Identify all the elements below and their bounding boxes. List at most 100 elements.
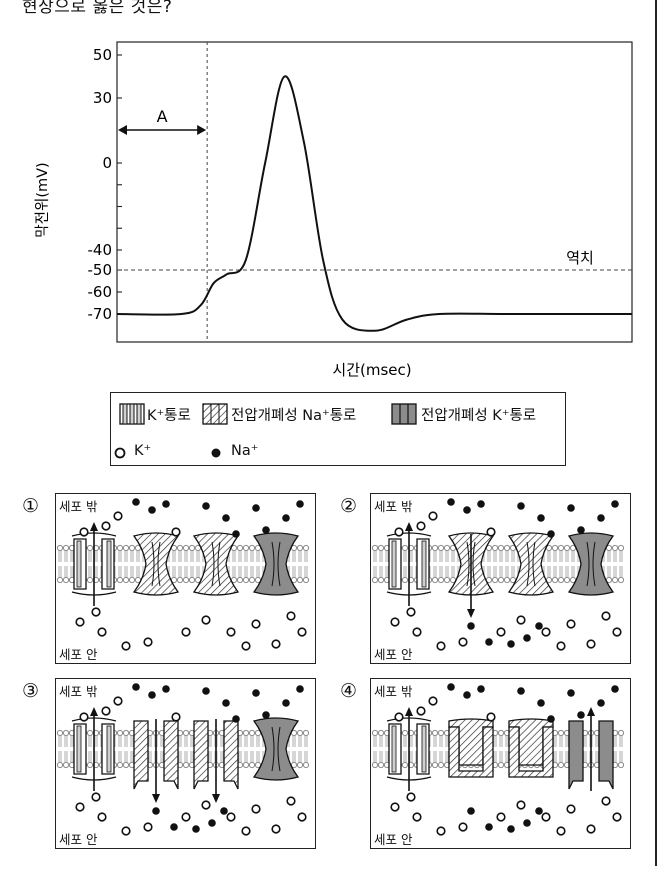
na-ion — [535, 807, 543, 815]
na-ion — [262, 526, 270, 534]
k-ion — [586, 639, 596, 649]
x-axis-label: 시간(msec) — [332, 361, 411, 379]
k-ion — [241, 641, 251, 651]
k-ion — [101, 521, 111, 531]
k-ion — [516, 800, 526, 810]
gated-k-channel-icon — [567, 532, 615, 596]
na-ion — [252, 689, 260, 697]
na-ion-icon — [211, 448, 221, 458]
k-ion — [226, 812, 236, 822]
na-ion — [162, 685, 170, 693]
na-ion — [467, 807, 475, 815]
na-ion — [463, 691, 471, 699]
na-ion — [537, 514, 545, 522]
y-axis-ticks: 50 30 0 -40 -50 -60 -70 — [88, 46, 122, 323]
na-ion — [252, 504, 260, 512]
na-ion — [477, 500, 485, 508]
outside-label: 세포 밖 — [374, 684, 413, 699]
na-ion — [262, 711, 270, 719]
option-number-3[interactable]: ③ — [22, 680, 40, 702]
k-channel-icon — [119, 403, 145, 425]
na-ion — [517, 687, 525, 695]
k-ion — [286, 611, 296, 621]
na-ion — [507, 825, 515, 833]
y-tick-label: -50 — [88, 261, 113, 279]
k-ion — [586, 824, 596, 834]
interval-a-label: A — [157, 107, 168, 126]
k-ion — [79, 712, 89, 722]
option-1-diagram[interactable]: 세포 밖 세포 안 — [55, 493, 316, 664]
na-ion — [282, 699, 290, 707]
k-ion — [75, 802, 85, 812]
k-ion — [226, 627, 236, 637]
na-ion — [611, 500, 619, 508]
arrow-down-icon — [212, 719, 220, 803]
na-ion — [611, 685, 619, 693]
na-ion — [507, 640, 515, 648]
column-divider — [655, 0, 657, 866]
option-number-2[interactable]: ② — [340, 495, 358, 517]
arrow-up-icon — [405, 522, 413, 606]
question-stem: 현상으로 옳은 것은? — [22, 0, 173, 17]
na-ion — [132, 498, 140, 506]
k-ion — [496, 812, 506, 822]
k-ion — [181, 812, 191, 822]
na-ion — [467, 622, 475, 630]
outside-label: 세포 밖 — [374, 499, 413, 514]
k-ion — [271, 824, 281, 834]
k-ion — [394, 527, 404, 537]
outside-label: 세포 밖 — [59, 684, 98, 699]
option-3-diagram[interactable]: 세포 밖 세포 안 — [55, 678, 316, 849]
na-ion — [447, 498, 455, 506]
option-4-diagram[interactable]: 세포 밖 세포 안 — [370, 678, 631, 849]
k-ion — [121, 641, 131, 651]
k-ion — [486, 712, 496, 722]
gated-na-channel-icon — [507, 532, 555, 596]
option-number-1[interactable]: ① — [22, 495, 40, 517]
ions — [75, 683, 307, 836]
option-number-4[interactable]: ④ — [340, 680, 358, 702]
k-ion — [566, 804, 576, 814]
na-ion — [148, 506, 156, 514]
na-ion — [485, 823, 493, 831]
k-ion — [113, 511, 123, 521]
y-tick-label: 30 — [93, 89, 112, 107]
gated-k-channel-icon — [252, 717, 300, 781]
na-ion — [296, 685, 304, 693]
na-ion — [567, 504, 575, 512]
na-ion — [597, 514, 605, 522]
k-ion — [79, 527, 89, 537]
arrow-up-icon — [405, 707, 413, 791]
k-ion — [171, 527, 181, 537]
y-tick-label: 50 — [93, 46, 112, 64]
k-ion — [412, 627, 422, 637]
k-ion — [428, 696, 438, 706]
option-2-diagram[interactable]: 세포 밖 세포 안 — [370, 493, 631, 664]
k-ion — [566, 619, 576, 629]
option-2-graphic — [371, 498, 625, 651]
na-ion — [547, 715, 555, 723]
na-ion — [296, 500, 304, 508]
k-ion — [601, 796, 611, 806]
na-ion — [132, 683, 140, 691]
na-ion — [222, 699, 230, 707]
ions — [390, 498, 622, 651]
k-ion — [541, 812, 551, 822]
arrow-up-icon — [90, 522, 98, 606]
na-ion — [547, 530, 555, 538]
k-ion — [297, 812, 307, 822]
na-ion — [170, 823, 178, 831]
membrane — [371, 729, 625, 769]
k-ion — [241, 826, 251, 836]
k-ion — [171, 712, 181, 722]
gated-na-channel-icon — [133, 720, 179, 790]
y-tick-label: -70 — [88, 305, 113, 323]
k-ion — [75, 617, 85, 627]
outside-label: 세포 밖 — [59, 499, 98, 514]
k-ion — [297, 627, 307, 637]
arrow-up-icon — [587, 707, 595, 791]
k-ion — [556, 826, 566, 836]
k-ion — [394, 712, 404, 722]
na-ion — [202, 687, 210, 695]
k-ion — [458, 637, 468, 647]
